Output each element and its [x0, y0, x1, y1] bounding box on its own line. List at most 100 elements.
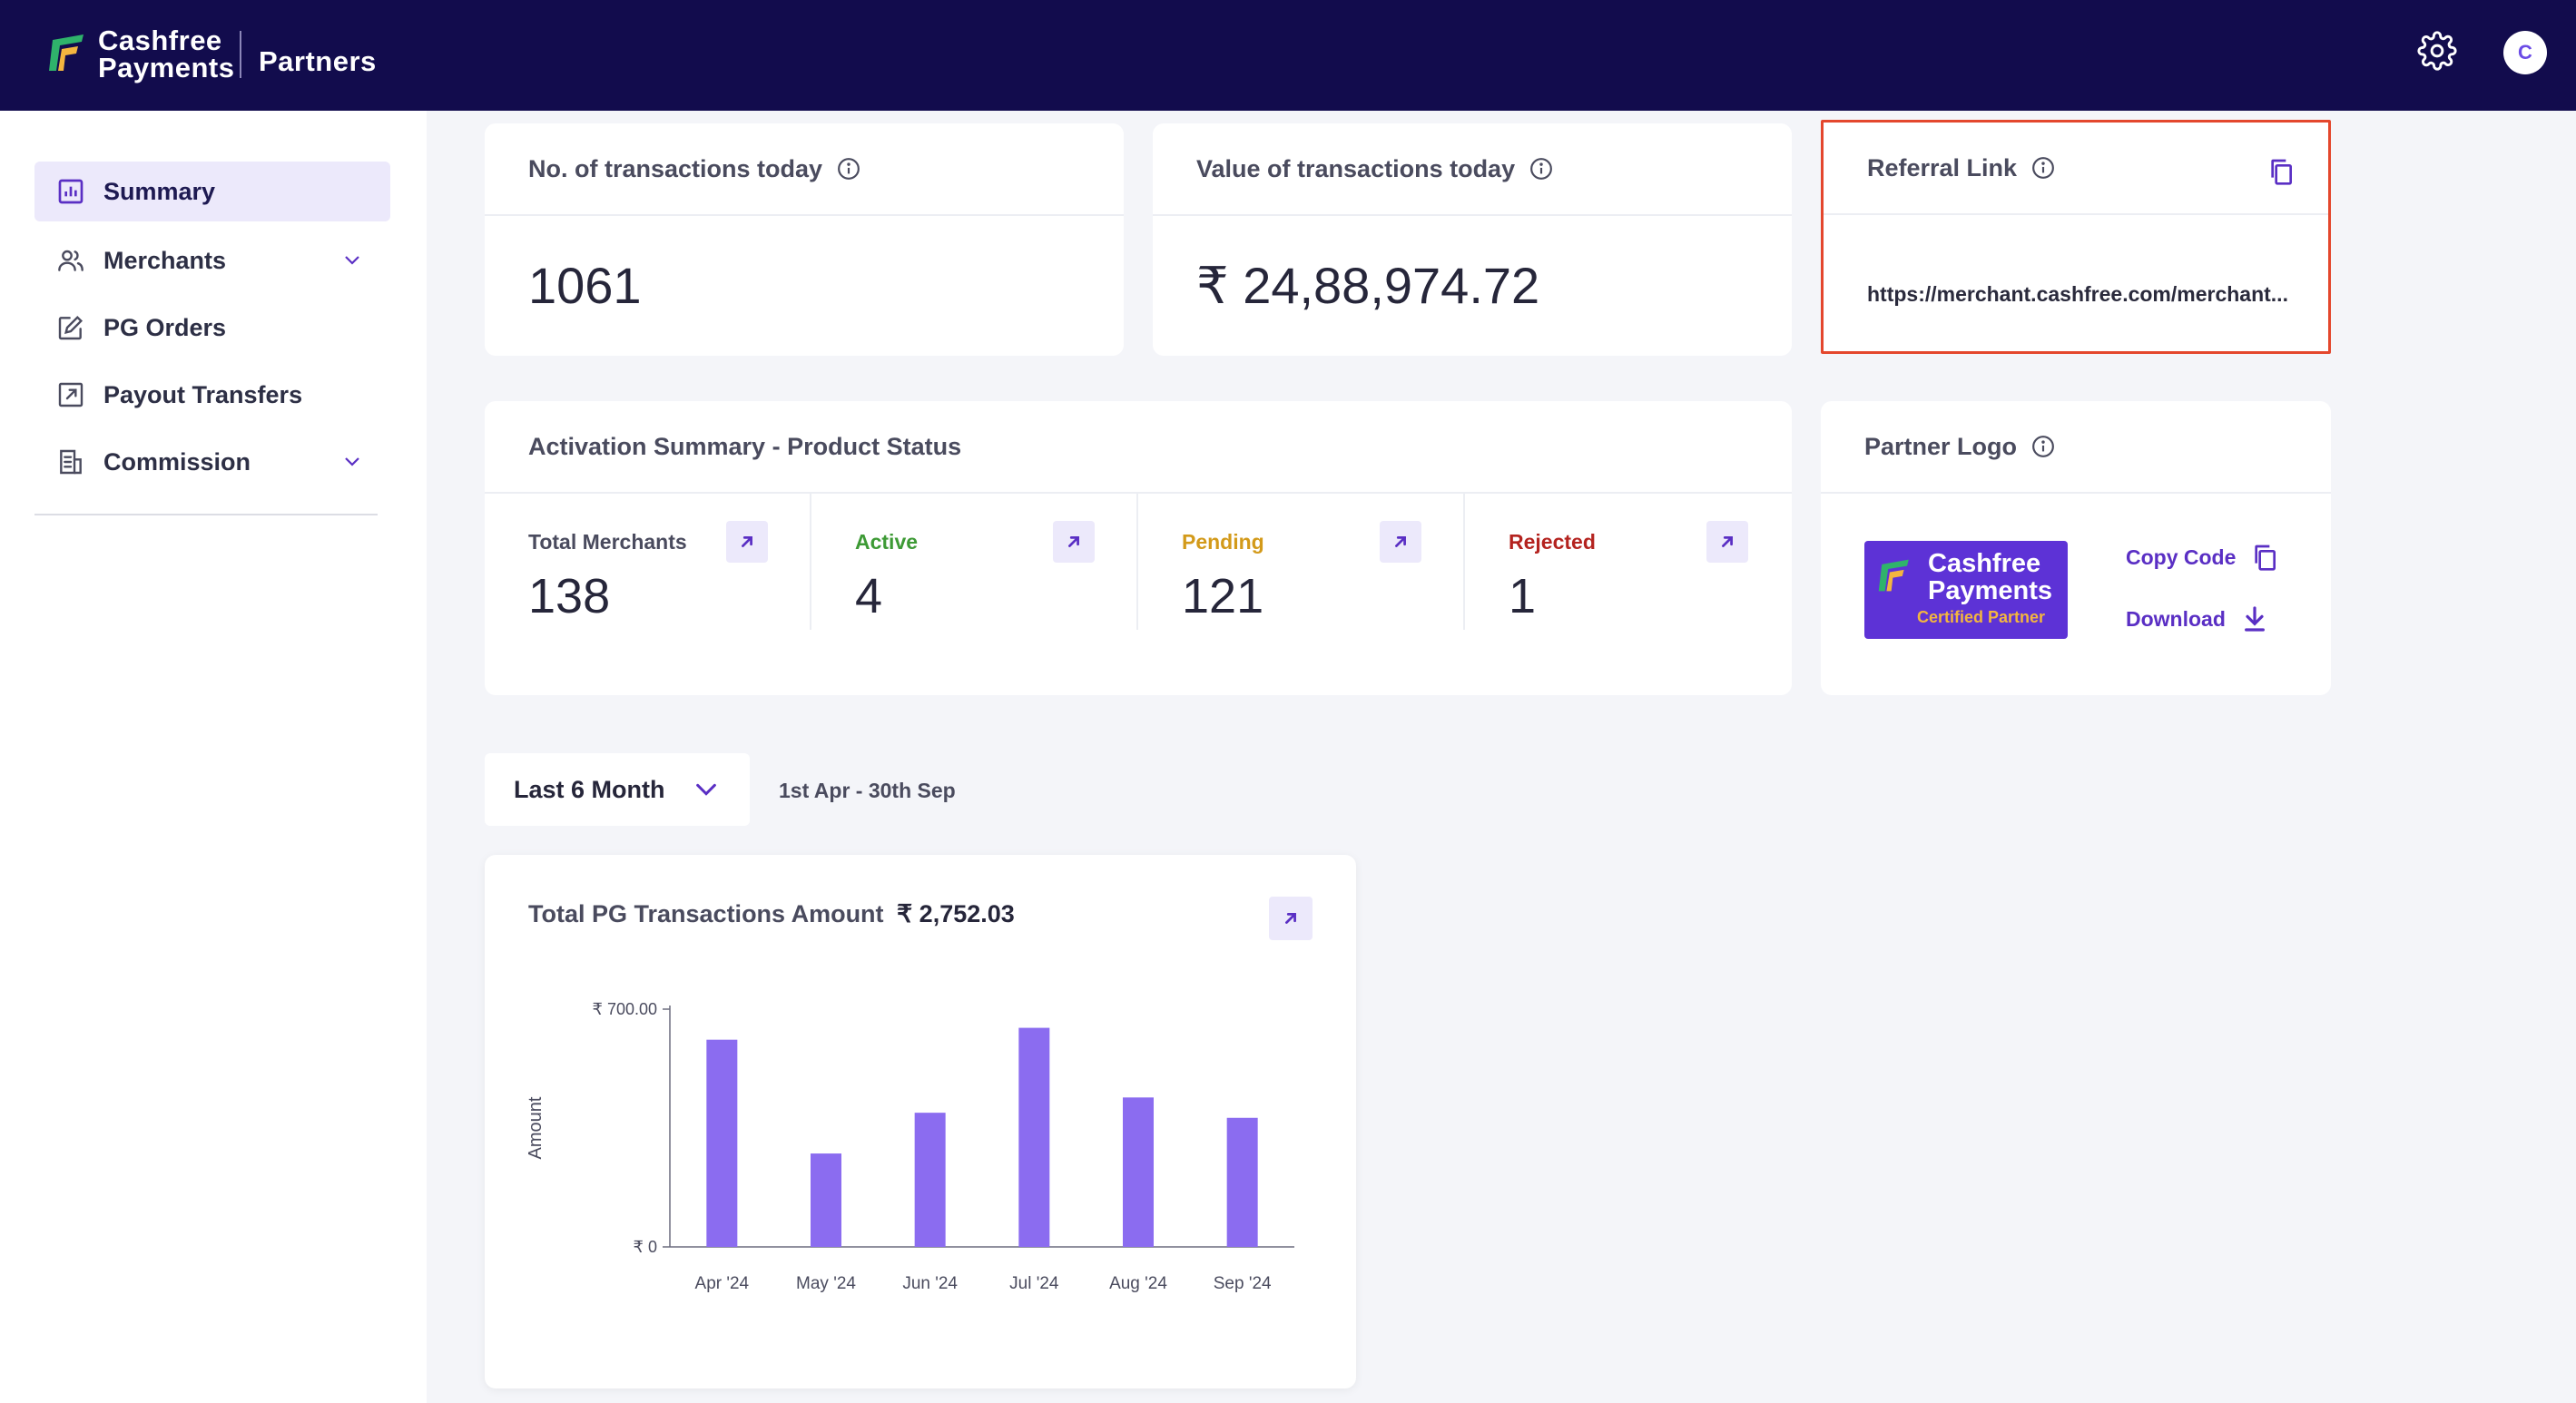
sidebar-item-merchants[interactable]: Merchants	[34, 231, 390, 290]
referral-link-card: Referral Link https://merchant.cashfree.…	[1821, 120, 2331, 354]
transactions-count-value: 1061	[528, 257, 642, 314]
x-tick-label: Aug '24	[1109, 1274, 1167, 1293]
status-label: Total Merchants	[528, 530, 687, 554]
y-tick-label: ₹ 0	[634, 1238, 657, 1256]
open-chart-button[interactable]	[1269, 897, 1313, 940]
open-details-button[interactable]	[1053, 521, 1095, 563]
download-icon	[2244, 606, 2265, 632]
sidebar-item-label: Payout Transfers	[103, 380, 303, 408]
status-label: Pending	[1182, 530, 1264, 554]
y-tick-label: ₹ 700.00	[592, 1000, 657, 1018]
card-title: Value of transactions today	[1196, 154, 1516, 182]
copy-code-button[interactable]: Copy Code	[2126, 543, 2279, 572]
sidebar-item-commission[interactable]: Commission	[34, 432, 390, 492]
download-label: Download	[2126, 606, 2226, 631]
bar-chart: ₹ 0 ₹ 700.00 Amount Apr '24 May '24 Jun '24 Ju…	[526, 1000, 1294, 1293]
status-label: Active	[855, 530, 919, 554]
copy-code-label: Copy Code	[2126, 545, 2237, 569]
sidebar-item-payout-transfers[interactable]: Payout Transfers	[34, 365, 390, 425]
info-icon[interactable]	[2031, 435, 2055, 458]
badge-tag: Certified Partner	[1917, 608, 2046, 626]
sidebar-item-label: Commission	[103, 447, 251, 476]
status-label: Rejected	[1509, 530, 1596, 554]
sidebar-item-label: Summary	[103, 177, 216, 205]
x-tick-label: Jun '24	[902, 1274, 958, 1293]
info-icon[interactable]	[2031, 156, 2055, 180]
period-dropdown[interactable]: Last 6 Month	[485, 753, 750, 826]
users-icon	[58, 250, 84, 271]
chart-bar	[1018, 1027, 1050, 1247]
status-divider	[1463, 494, 1465, 630]
bar-chart-icon	[58, 179, 84, 204]
chart-bar	[811, 1153, 841, 1247]
card-header: Value of transactions today	[1153, 123, 1792, 216]
info-icon[interactable]	[837, 157, 860, 181]
y-axis-label: Amount	[526, 1096, 546, 1159]
card-header: No. of transactions today	[485, 123, 1124, 216]
chevron-down-icon[interactable]	[341, 249, 363, 270]
external-link-icon	[58, 382, 84, 407]
arrow-up-right-icon	[1285, 913, 1296, 924]
open-details-button[interactable]	[726, 521, 768, 563]
status-value: 138	[528, 569, 611, 623]
chart-bar	[914, 1113, 946, 1247]
brand-line-2: Payments	[98, 52, 235, 83]
partner-badge: Cashfree Payments Certified Partner	[1864, 541, 2068, 639]
cashfree-logo-icon	[1878, 559, 1909, 592]
pg-transactions-chart-card: Total PG Transactions Amount ₹ 2,752.03 …	[485, 855, 1356, 1388]
user-avatar[interactable]: C	[2503, 31, 2547, 74]
status-total-merchants: Total Merchants 138	[485, 494, 811, 657]
card-title: Activation Summary - Product Status	[528, 432, 962, 460]
sidebar-divider	[34, 514, 378, 515]
chart-bar	[706, 1039, 738, 1247]
copy-icon[interactable]	[2266, 157, 2296, 186]
download-button[interactable]: Download	[2126, 604, 2269, 633]
sidebar-item-pg-orders[interactable]: PG Orders	[34, 298, 390, 358]
x-tick-label: May '24	[796, 1274, 856, 1293]
info-icon[interactable]	[1529, 157, 1553, 181]
card-title: Referral Link	[1867, 153, 2018, 182]
sidebar-item-summary[interactable]: Summary	[34, 162, 390, 221]
badge-line-2: Payments	[1928, 576, 2053, 605]
cashfree-logo-icon	[49, 34, 84, 71]
transactions-count-card: No. of transactions today 1061	[485, 123, 1124, 356]
open-details-button[interactable]	[1380, 521, 1421, 563]
top-bar: Cashfree Payments Partners C	[0, 0, 2576, 111]
status-active: Active 4	[811, 494, 1138, 657]
brand-name[interactable]: Cashfree Payments	[98, 25, 235, 83]
partner-logo-card: Partner Logo Cashfree Payments Certified…	[1821, 401, 2331, 695]
chevron-down-icon	[696, 783, 716, 796]
card-header: Referral Link	[1824, 123, 2328, 215]
period-dropdown-value: Last 6 Month	[514, 775, 665, 803]
brand-line-1: Cashfree	[98, 25, 222, 56]
x-tick-label: Jul '24	[1009, 1274, 1059, 1293]
arrow-up-right-icon	[742, 536, 752, 547]
arrow-up-right-icon	[1722, 536, 1733, 547]
sidebar: Summary Merchants PG Orders Payout Trans…	[0, 111, 427, 1403]
receipt-icon	[60, 449, 82, 475]
card-title: Partner Logo	[1864, 432, 2018, 460]
product-name: Partners	[259, 45, 377, 77]
x-tick-label: Sep '24	[1214, 1274, 1272, 1293]
copy-icon	[2255, 545, 2276, 571]
chart-bar	[1226, 1117, 1258, 1247]
badge-brand: Cashfree Payments	[1928, 550, 2052, 604]
brand-divider	[240, 31, 241, 78]
gear-icon[interactable]	[2417, 31, 2457, 71]
card-header: Activation Summary - Product Status	[485, 401, 1792, 494]
referral-link-url[interactable]: https://merchant.cashfree.com/merchant..…	[1867, 282, 2288, 306]
status-value: 1	[1509, 569, 1537, 623]
badge-line-1: Cashfree	[1928, 549, 2041, 578]
chevron-down-icon[interactable]	[341, 450, 363, 472]
chart-title: Total PG Transactions Amount	[528, 900, 884, 927]
activation-summary-card: Activation Summary - Product Status Tota…	[485, 401, 1792, 695]
transactions-value-card: Value of transactions today ₹ 24,88,974.…	[1153, 123, 1792, 356]
status-value: 4	[855, 569, 883, 623]
x-tick-label: Apr '24	[695, 1274, 750, 1293]
chart-total: ₹ 2,752.03	[897, 900, 1015, 927]
date-range-label: 1st Apr - 30th Sep	[779, 779, 956, 802]
open-details-button[interactable]	[1706, 521, 1748, 563]
status-divider	[1136, 494, 1138, 630]
status-pending: Pending 121	[1138, 494, 1465, 657]
chart-bar	[1123, 1097, 1154, 1247]
